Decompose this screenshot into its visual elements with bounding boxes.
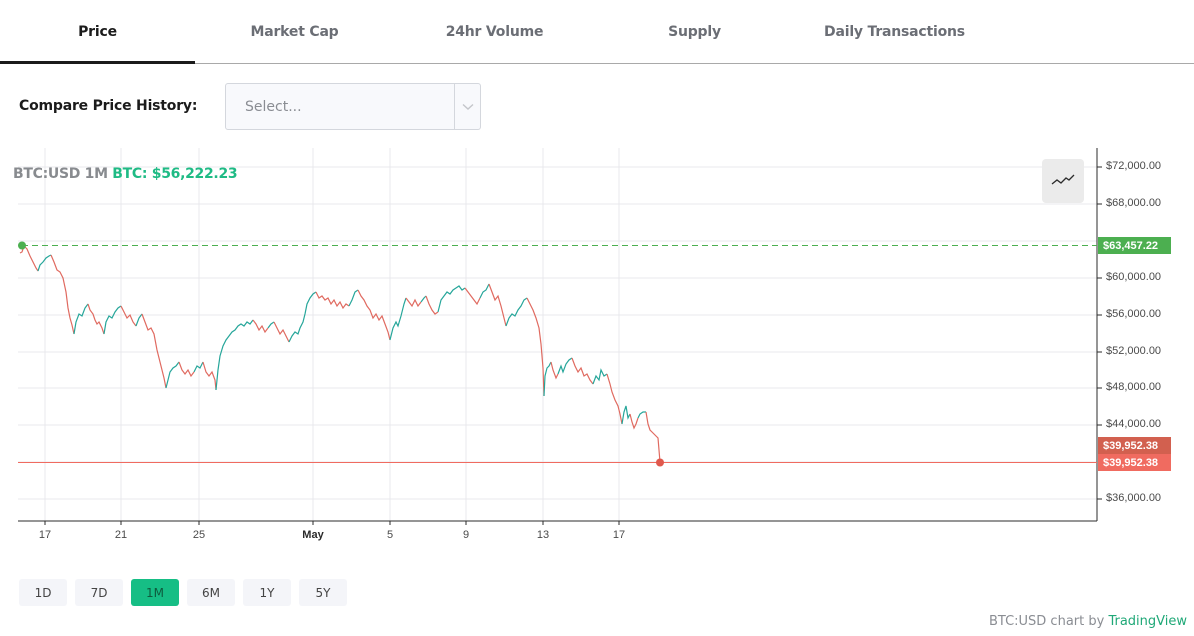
tab-24hr-volume[interactable]: 24hr Volume: [445, 23, 544, 40]
x-tick-label: 5: [386, 529, 394, 541]
x-tick-label: 13: [536, 529, 550, 541]
x-tick-label: 17: [612, 529, 626, 541]
y-tick-label: $36,000.00: [1106, 492, 1162, 504]
attribution-prefix: BTC:USD chart by: [988, 614, 1105, 629]
chart-legend: BTC:USD 1M BTC: $56,222.23: [13, 166, 238, 182]
tab-bar: Price Market Cap 24hr Volume Supply Dail…: [0, 0, 1194, 64]
high-price-tag: $63,457.22: [1098, 237, 1171, 254]
y-tick-label: $52,000.00: [1106, 345, 1162, 357]
y-tick-label: $72,000.00: [1106, 160, 1162, 172]
chart-current-value: BTC: $56,222.23: [112, 166, 238, 182]
chevron-down-icon[interactable]: [455, 103, 480, 111]
y-tick-label: $48,000.00: [1106, 381, 1162, 393]
tradingview-link[interactable]: TradingView: [1108, 614, 1187, 629]
range-1d-button[interactable]: 1D: [19, 579, 67, 606]
compare-select[interactable]: Select...: [225, 83, 481, 130]
compare-select-placeholder: Select...: [245, 98, 302, 115]
x-tick-label-month: May: [302, 529, 324, 541]
chart-symbol: BTC:USD 1M: [13, 166, 108, 182]
high-point-marker: [18, 241, 26, 250]
x-tick-label: 9: [462, 529, 470, 541]
y-tick-label: $68,000.00: [1106, 197, 1162, 209]
last-bar-price-tag: $39,952.38: [1098, 437, 1171, 454]
price-series: [19, 244, 661, 463]
x-tick-label: 25: [192, 529, 206, 541]
current-point-marker: [656, 458, 664, 467]
tab-daily-transactions[interactable]: Daily Transactions: [824, 23, 965, 40]
compare-price-history-label: Compare Price History:: [19, 98, 198, 114]
y-tick-label: $56,000.00: [1106, 308, 1162, 320]
tab-supply[interactable]: Supply: [668, 23, 721, 40]
price-chart[interactable]: [0, 140, 1194, 530]
line-chart-icon: [1051, 172, 1075, 191]
current-price-tag: $39,952.38: [1098, 454, 1171, 471]
y-tick-label: $44,000.00: [1106, 418, 1162, 430]
range-6m-button[interactable]: 6M: [187, 579, 235, 606]
vertical-gridlines: [44, 148, 620, 521]
range-7d-button[interactable]: 7D: [75, 579, 123, 606]
x-tick-label: 21: [114, 529, 128, 541]
select-divider: [454, 84, 455, 129]
tab-market-cap[interactable]: Market Cap: [250, 23, 339, 40]
time-range-selector: 1D 7D 1M 6M 1Y 5Y: [19, 579, 347, 606]
chart-style-button[interactable]: [1042, 159, 1084, 203]
range-5y-button[interactable]: 5Y: [299, 579, 347, 606]
y-tick-label: $60,000.00: [1106, 271, 1162, 283]
range-1y-button[interactable]: 1Y: [243, 579, 291, 606]
x-tick-label: 17: [38, 529, 52, 541]
tab-price[interactable]: Price: [0, 0, 195, 64]
horizontal-gridlines: [18, 166, 1097, 500]
chart-attribution: BTC:USD chart by TradingView: [989, 614, 1187, 629]
range-1m-button[interactable]: 1M: [131, 579, 179, 606]
